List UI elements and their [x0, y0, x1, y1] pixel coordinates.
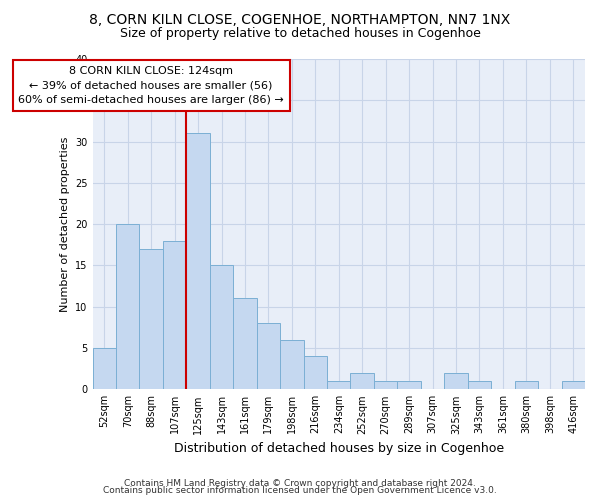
Bar [515, 381, 538, 390]
Bar [233, 298, 257, 390]
Text: Contains public sector information licensed under the Open Government Licence v3: Contains public sector information licen… [103, 486, 497, 495]
Bar [139, 249, 163, 390]
X-axis label: Distribution of detached houses by size in Cogenhoe: Distribution of detached houses by size … [173, 442, 504, 455]
Text: Contains HM Land Registry data © Crown copyright and database right 2024.: Contains HM Land Registry data © Crown c… [124, 478, 476, 488]
Bar [163, 240, 187, 390]
Bar [468, 381, 491, 390]
Bar [280, 340, 304, 390]
Bar [257, 323, 280, 390]
Text: 8, CORN KILN CLOSE, COGENHOE, NORTHAMPTON, NN7 1NX: 8, CORN KILN CLOSE, COGENHOE, NORTHAMPTO… [89, 12, 511, 26]
Bar [92, 348, 116, 390]
Text: 8 CORN KILN CLOSE: 124sqm
← 39% of detached houses are smaller (56)
60% of semi-: 8 CORN KILN CLOSE: 124sqm ← 39% of detac… [18, 66, 284, 105]
Bar [116, 224, 139, 390]
Bar [304, 356, 327, 390]
Bar [444, 373, 468, 390]
Bar [210, 266, 233, 390]
Bar [187, 134, 210, 390]
Bar [327, 381, 350, 390]
Bar [397, 381, 421, 390]
Bar [350, 373, 374, 390]
Bar [562, 381, 585, 390]
Y-axis label: Number of detached properties: Number of detached properties [59, 136, 70, 312]
Bar [374, 381, 397, 390]
Text: Size of property relative to detached houses in Cogenhoe: Size of property relative to detached ho… [119, 28, 481, 40]
